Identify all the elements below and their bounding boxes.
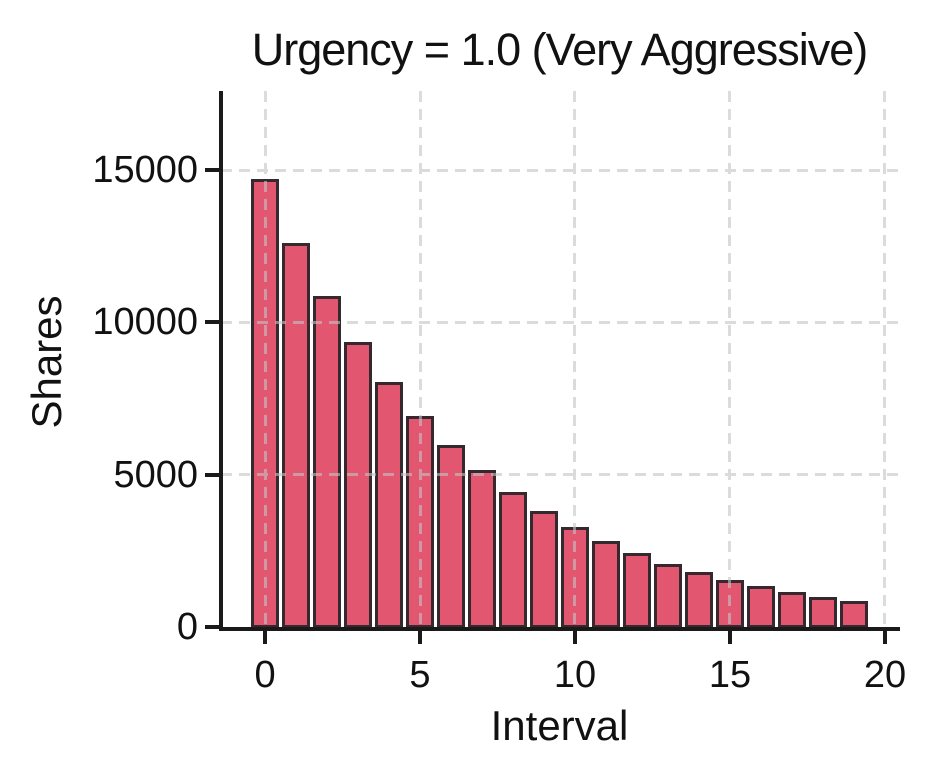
x-tick-label: 10 (553, 654, 597, 696)
bar (251, 179, 280, 627)
x-tick (418, 631, 422, 644)
bar (591, 541, 620, 627)
bar (499, 492, 527, 627)
x-tick (572, 631, 577, 644)
bar (653, 563, 682, 627)
x-axis-label: Interval (490, 702, 629, 749)
x-axis-spine (219, 627, 900, 631)
x-tick-label: 20 (863, 654, 907, 696)
bar (839, 601, 868, 627)
y-tick (205, 472, 219, 477)
y-gridline (221, 168, 898, 172)
y-tick (205, 320, 219, 325)
x-tick-label: 15 (708, 654, 752, 696)
x-tick-label: 5 (409, 654, 431, 696)
x-tick (263, 631, 268, 644)
y-tick-label: 15000 (92, 149, 198, 192)
y-tick-label: 10000 (92, 301, 198, 344)
chart-title: Urgency = 1.0 (Very Aggressive) (251, 24, 869, 75)
bar (808, 597, 837, 627)
bar (468, 470, 496, 627)
plot-area (205, 91, 900, 644)
bar (684, 572, 713, 627)
y-axis-spine (219, 91, 223, 631)
bar (622, 553, 651, 627)
bar (344, 341, 372, 627)
bar (530, 511, 558, 627)
bar (746, 586, 775, 627)
bar (406, 415, 434, 627)
x-gridline (883, 91, 887, 627)
bar (282, 242, 310, 627)
y-tick-label: 0 (176, 606, 198, 648)
x-tick-label: 0 (254, 654, 276, 696)
bar (560, 527, 589, 627)
x-gridline (728, 91, 732, 627)
bar (715, 579, 744, 627)
x-tick (727, 631, 732, 644)
bar (313, 295, 341, 627)
x-tick (882, 631, 887, 644)
bar (437, 445, 465, 627)
y-tick-label: 5000 (113, 453, 198, 496)
y-tick (205, 625, 219, 629)
bar (777, 592, 806, 627)
y-tick (205, 168, 219, 173)
bar (375, 381, 403, 627)
